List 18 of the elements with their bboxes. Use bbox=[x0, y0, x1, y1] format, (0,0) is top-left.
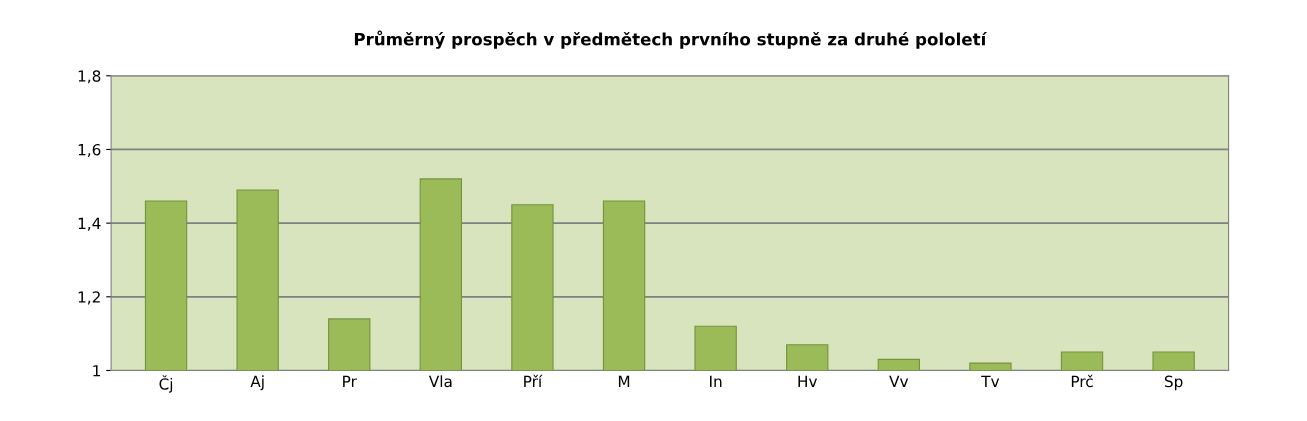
x-tick-label: Pr bbox=[343, 375, 357, 387]
x-tick-label: In bbox=[710, 375, 722, 387]
x-tick-label: Sp bbox=[1164, 375, 1183, 391]
y-tick-label: 1,2 bbox=[78, 291, 100, 305]
y-tick-label: 1,4 bbox=[78, 217, 101, 231]
x-tick-label: Vla bbox=[428, 375, 452, 388]
x-tick-label: Čj bbox=[159, 375, 173, 393]
x-tick-label: Hv bbox=[798, 375, 818, 387]
x-tick-label: Vv bbox=[889, 375, 909, 387]
x-tick-label: Aj bbox=[250, 375, 264, 391]
x-tick-label: Pří bbox=[524, 374, 543, 387]
y-tick-label: 1 bbox=[93, 365, 100, 377]
x-tick-label: Tv bbox=[981, 375, 1000, 387]
y-tick-label: 1,8 bbox=[78, 70, 101, 84]
x-tick-label: Prč bbox=[1071, 374, 1093, 388]
y-tick-label: 1,6 bbox=[78, 143, 101, 158]
x-tick-label: M bbox=[618, 375, 630, 387]
chart-title: Průměrný prospěch v předmětech prvního stupně za druhé pololetí bbox=[354, 30, 988, 49]
